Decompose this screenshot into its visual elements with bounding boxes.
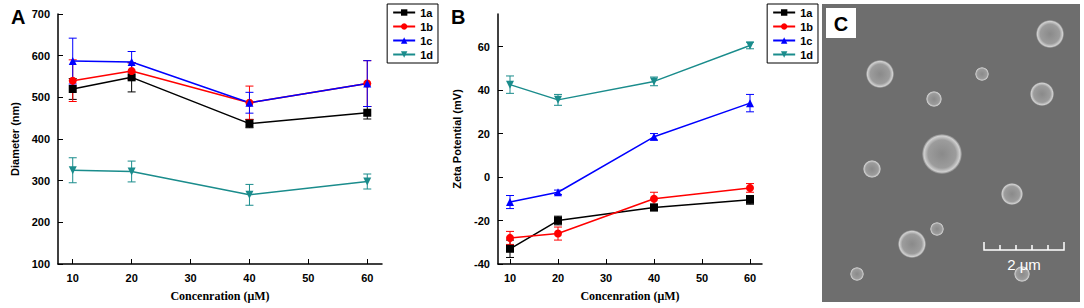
svg-text:A: A	[11, 6, 25, 28]
svg-text:700: 700	[32, 8, 50, 20]
svg-text:1d: 1d	[800, 49, 813, 61]
svg-text:400: 400	[32, 133, 50, 145]
svg-text:-40: -40	[474, 258, 490, 270]
svg-text:1a: 1a	[800, 7, 813, 19]
svg-text:100: 100	[32, 258, 50, 270]
svg-text:60: 60	[478, 41, 490, 53]
svg-text:1b: 1b	[420, 21, 433, 33]
svg-text:Concenration (μM): Concenration (μM)	[580, 289, 679, 303]
svg-text:1a: 1a	[420, 7, 433, 19]
svg-text:1c: 1c	[420, 35, 432, 47]
svg-text:20: 20	[552, 272, 564, 284]
svg-text:10: 10	[67, 272, 79, 284]
svg-text:600: 600	[32, 50, 50, 62]
svg-text:1c: 1c	[800, 35, 812, 47]
svg-text:60: 60	[361, 272, 373, 284]
svg-text:30: 30	[600, 272, 612, 284]
svg-text:200: 200	[32, 216, 50, 228]
svg-text:Zeta Potential (mV): Zeta Potential (mV)	[451, 89, 463, 189]
svg-text:30: 30	[184, 272, 196, 284]
svg-text:60: 60	[744, 272, 756, 284]
svg-text:Concenration (μM): Concenration (μM)	[170, 289, 269, 303]
svg-text:-20: -20	[474, 215, 490, 227]
svg-text:B: B	[451, 6, 465, 28]
svg-text:Diameter (nm): Diameter (nm)	[9, 102, 21, 176]
svg-text:0: 0	[484, 171, 490, 183]
svg-text:2 μm: 2 μm	[1007, 256, 1041, 273]
svg-text:40: 40	[478, 84, 490, 96]
svg-text:1d: 1d	[420, 49, 433, 61]
svg-text:500: 500	[32, 91, 50, 103]
svg-text:20: 20	[478, 128, 490, 140]
svg-text:10: 10	[504, 272, 516, 284]
svg-text:300: 300	[32, 175, 50, 187]
svg-text:20: 20	[126, 272, 138, 284]
svg-text:C: C	[834, 13, 848, 35]
svg-text:40: 40	[648, 272, 660, 284]
svg-text:1b: 1b	[800, 21, 813, 33]
svg-text:50: 50	[302, 272, 314, 284]
svg-text:40: 40	[243, 272, 255, 284]
svg-text:50: 50	[696, 272, 708, 284]
